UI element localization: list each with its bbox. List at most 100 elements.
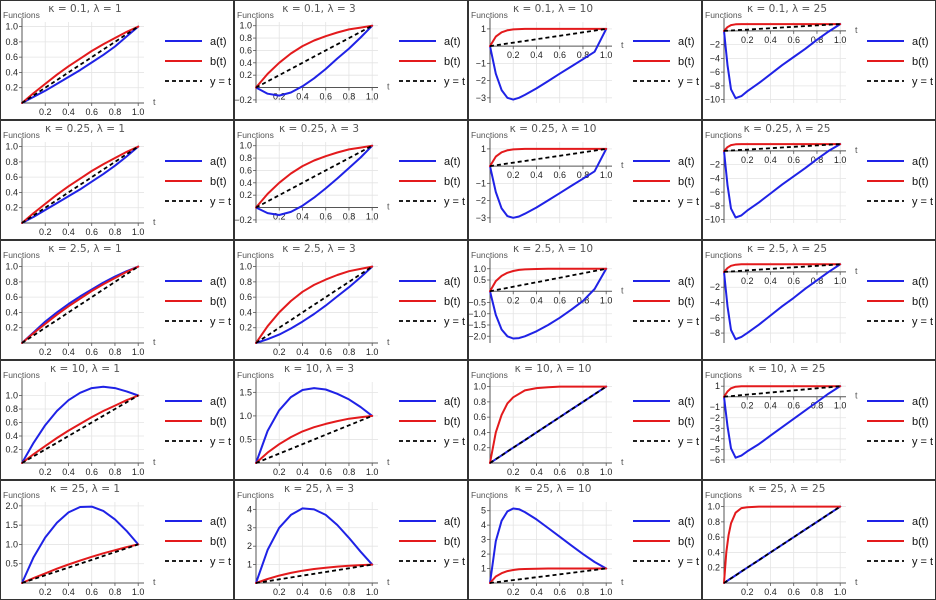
x-axis-label: t xyxy=(855,577,858,587)
legend-b-label: b(t) xyxy=(678,536,695,548)
x-tick-label: 1.0 xyxy=(132,467,145,477)
diagonal-line xyxy=(255,265,373,344)
legend-b-label: b(t) xyxy=(444,176,461,188)
diagonal-line xyxy=(21,25,139,104)
diagonal-line xyxy=(723,385,841,398)
y-tick-label: 3 xyxy=(247,523,252,533)
panel-title: κ = 0.1, λ = 1 xyxy=(48,3,121,15)
a-curve xyxy=(255,387,374,464)
y-tick-label: 0.6 xyxy=(239,165,252,175)
legend-b-label: b(t) xyxy=(210,536,227,548)
y-tick-label: 0.4 xyxy=(473,427,486,437)
y-tick-label: 2.0 xyxy=(5,501,18,511)
panel-3-2: 0.2 0.4 0.6 0.8 1.0 0.2 0.4 0.6 0.8 1.0 t Functions… xyxy=(234,240,468,360)
diagonal-line xyxy=(723,263,841,273)
x-tick-label: 1.0 xyxy=(366,92,379,102)
legend-a: a(t) xyxy=(165,36,227,48)
panel-title: κ = 0.25, λ = 1 xyxy=(45,123,125,135)
diagonal-line xyxy=(489,567,607,584)
legend-a: a(t) xyxy=(165,396,227,408)
y-tick-label: 0.6 xyxy=(5,292,18,302)
x-tick-label: 0.6 xyxy=(85,347,98,357)
x-tick-label: 1.0 xyxy=(132,347,145,357)
legend-a-label: a(t) xyxy=(210,516,227,528)
x-tick-label: 0.2 xyxy=(507,467,520,477)
diagonal-line xyxy=(723,23,841,32)
a-curve xyxy=(723,505,842,584)
legend-b: b(t) xyxy=(633,536,695,548)
legend-diag: y = t xyxy=(165,436,231,448)
y-tick-label: −10 xyxy=(705,215,720,225)
legend-diag-label: y = t xyxy=(678,316,699,328)
panel-title: κ = 0.1, λ = 25 xyxy=(747,3,827,15)
legend-a: a(t) xyxy=(399,156,461,168)
legend-diag: y = t xyxy=(399,436,465,448)
y-tick-label: −8 xyxy=(710,328,720,338)
y-tick-label: 0.4 xyxy=(5,431,18,441)
y-tick-label: 0.2 xyxy=(239,70,252,80)
x-axis-label: t xyxy=(621,40,624,50)
x-tick-label: 0.2 xyxy=(507,50,520,60)
panel-title: κ = 0.1, λ = 10 xyxy=(513,3,593,15)
y-tick-label: 0.6 xyxy=(5,52,18,62)
legend-a: a(t) xyxy=(867,156,929,168)
y-tick-label: −0.2 xyxy=(234,215,252,225)
y-tick-label: 1.0 xyxy=(239,411,252,421)
legend-diag-label: y = t xyxy=(912,316,933,328)
panel-border xyxy=(234,120,468,240)
legend-b-label: b(t) xyxy=(678,296,695,308)
legend-a: a(t) xyxy=(867,276,929,288)
x-tick-label: 0.6 xyxy=(553,295,566,305)
legend-diag: y = t xyxy=(165,556,231,568)
b-curve xyxy=(489,385,608,464)
legend-b: b(t) xyxy=(633,176,695,188)
y-axis-label: Functions xyxy=(237,370,274,380)
legend-a-label: a(t) xyxy=(444,516,461,528)
legend-b: b(t) xyxy=(399,536,461,548)
y-tick-label: 1.0 xyxy=(239,21,252,31)
legend-a: a(t) xyxy=(867,36,929,48)
legend-b-label: b(t) xyxy=(210,56,227,68)
y-axis-label: Functions xyxy=(3,130,40,140)
x-tick-label: 0.6 xyxy=(319,92,332,102)
legend-diag-label: y = t xyxy=(678,196,699,208)
y-tick-label: −10 xyxy=(705,95,720,105)
y-tick-label: −3 xyxy=(476,213,486,223)
x-tick-label: 0.6 xyxy=(787,401,800,411)
x-tick-label: 1.0 xyxy=(366,587,379,597)
diagonal-line xyxy=(489,267,607,293)
x-tick-label: 0.8 xyxy=(577,50,590,60)
legend-b: b(t) xyxy=(867,536,929,548)
b-curve xyxy=(255,414,374,464)
x-tick-label: 1.0 xyxy=(834,587,847,597)
x-axis-label: t xyxy=(621,457,624,467)
a-curve xyxy=(255,507,374,584)
panel-title: κ = 0.25, λ = 10 xyxy=(510,123,597,135)
x-tick-label: 0.4 xyxy=(764,401,777,411)
y-axis-label: Functions xyxy=(705,250,742,260)
panel-1-2: 0.2 0.4 0.6 0.8 1.0−0.20.20.40.60.81.0tFunct… xyxy=(234,0,468,120)
x-tick-label: 0.6 xyxy=(787,587,800,597)
diagonal-line xyxy=(723,505,841,584)
x-tick-label: 0.8 xyxy=(109,347,122,357)
x-tick-label: 0.4 xyxy=(530,467,543,477)
legend-a: a(t) xyxy=(165,516,227,528)
legend-diag: y = t xyxy=(867,196,933,208)
x-tick-label: 0.2 xyxy=(507,170,520,180)
legend-b: b(t) xyxy=(399,416,461,428)
x-tick-label: 0.4 xyxy=(62,587,75,597)
legend-diag: y = t xyxy=(633,196,699,208)
y-tick-label: −4 xyxy=(710,298,720,308)
x-tick-label: 1.0 xyxy=(600,295,613,305)
y-tick-label: −1 xyxy=(476,58,486,68)
x-tick-label: 0.8 xyxy=(109,107,122,117)
legend-b: b(t) xyxy=(633,56,695,68)
y-tick-label: 0.4 xyxy=(707,547,720,557)
y-tick-label: −4 xyxy=(710,434,720,444)
x-tick-label: 1.0 xyxy=(366,212,379,222)
x-axis-label: t xyxy=(855,25,858,35)
panel-title: κ = 2.5, λ = 25 xyxy=(747,243,827,255)
x-tick-label: 1.0 xyxy=(600,170,613,180)
panel-border xyxy=(468,360,702,480)
y-tick-label: 0.8 xyxy=(5,37,18,47)
